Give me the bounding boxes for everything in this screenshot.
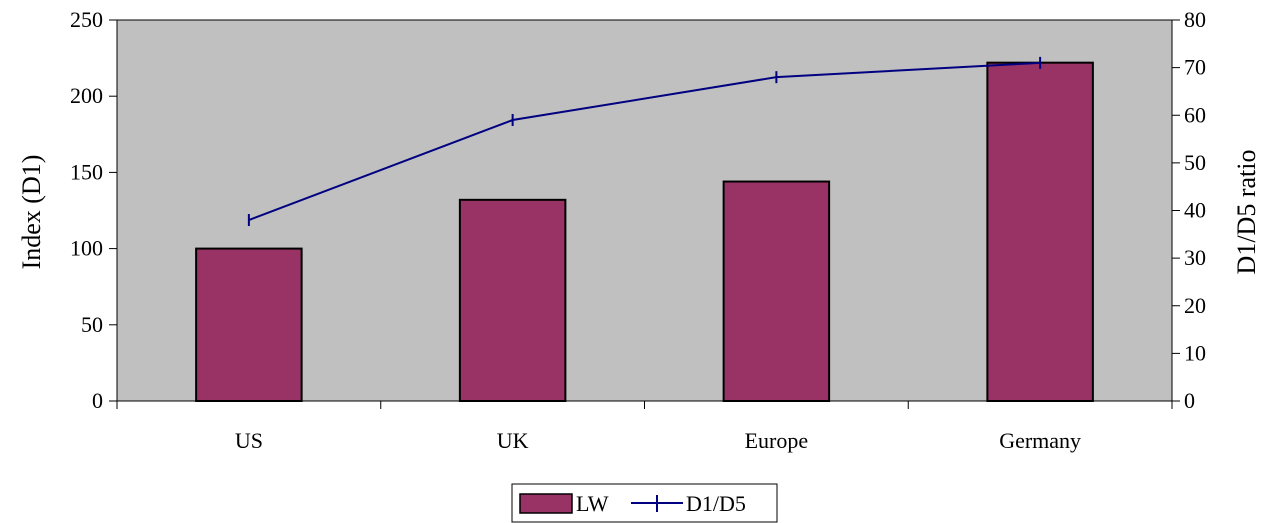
bar-europe bbox=[722, 180, 831, 402]
x-tick-label-us: US bbox=[235, 428, 263, 453]
y-tick-label-right: 10 bbox=[1184, 340, 1206, 365]
y-tick-label-left: 150 bbox=[70, 159, 103, 184]
legend-label-lw: LW bbox=[576, 491, 609, 516]
y-tick-label-right: 30 bbox=[1184, 245, 1206, 270]
y-axis-title-right: D1/D5 ratio bbox=[1232, 150, 1261, 275]
y-axis-title-left: Index (D1) bbox=[17, 155, 46, 270]
y-tick-label-right: 50 bbox=[1184, 150, 1206, 175]
series-line-d1-d5 bbox=[248, 61, 1041, 221]
bar-uk bbox=[458, 198, 567, 402]
axes-layer: 0 50 100 150 200 250 0 10 20 30 40 50 60 70 80 US UK Euro… bbox=[70, 7, 1206, 453]
y-tick-label-left: 0 bbox=[92, 388, 103, 413]
x-tick-label-uk: UK bbox=[497, 428, 529, 453]
y-tick-label-right: 80 bbox=[1184, 7, 1206, 32]
y-tick-label-left: 100 bbox=[70, 236, 103, 261]
x-tick-label-germany: Germany bbox=[999, 428, 1081, 453]
bar-us bbox=[195, 247, 303, 402]
y-tick-label-left: 200 bbox=[70, 83, 103, 108]
bar-germany bbox=[986, 61, 1094, 403]
legend-swatch-lw bbox=[519, 493, 573, 514]
y-tick-label-right: 40 bbox=[1184, 198, 1206, 223]
x-tick-label-europe: Europe bbox=[745, 428, 809, 453]
line-layer bbox=[247, 56, 1042, 227]
y-tick-label-right: 60 bbox=[1184, 102, 1206, 127]
y-tick-label-left: 250 bbox=[70, 7, 103, 32]
y-tick-label-right: 70 bbox=[1184, 55, 1206, 80]
y-tick-label-left: 50 bbox=[81, 312, 103, 337]
legend: LW D1/D5 bbox=[511, 483, 778, 523]
y-tick-label-right: 20 bbox=[1184, 293, 1206, 318]
legend-label-d1d5: D1/D5 bbox=[686, 491, 746, 516]
bars-layer bbox=[195, 61, 1094, 403]
y-tick-label-right: 0 bbox=[1184, 388, 1195, 413]
